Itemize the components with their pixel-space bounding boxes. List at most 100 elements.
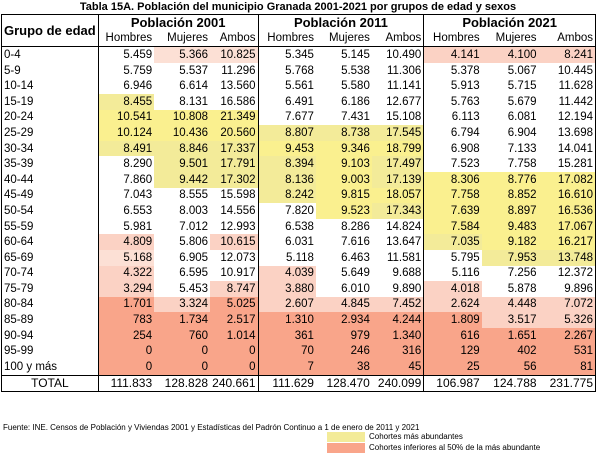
value-cell: 4.100 [481, 46, 539, 63]
value-cell: 9.688 [371, 265, 425, 282]
age-group-cell: 70-74 [1, 265, 99, 282]
group-header-2011: Población 2011 [258, 13, 425, 31]
value-cell: 7.452 [371, 296, 425, 313]
value-cell: 6.186 [341, 95, 370, 108]
value-cell: 7.820 [285, 204, 314, 217]
value-cell: 7.639 [423, 203, 482, 219]
value-cell: 3.880 [258, 281, 316, 297]
column-header-hombres: Hombres [98, 30, 155, 48]
total-value-cell: 111.833 [98, 374, 155, 393]
value-cell: 11.141 [371, 78, 425, 94]
value-cell: 6.113 [451, 111, 480, 124]
value-cell: 5.116 [451, 267, 480, 280]
value-cell: 402 [481, 343, 539, 360]
value-cell: 5.326 [538, 312, 596, 328]
value-cell: 8.394 [258, 156, 316, 172]
value-cell: 6.905 [179, 251, 209, 264]
value-cell: 17.497 [371, 156, 425, 172]
age-group-cell: 0-4 [1, 46, 99, 63]
value-cell: 5.878 [507, 282, 537, 295]
value-cell: 8.306 [423, 171, 482, 188]
column-header-ambos: Ambos [538, 30, 596, 48]
value-cell: 15.108 [371, 109, 425, 126]
group-header-2021: Población 2021 [423, 13, 596, 31]
table-row: 85-89 783 1.734 2.517 1.310 2.934 4.244 1.809 3.… [1, 312, 596, 328]
value-cell: 9.003 [315, 171, 372, 188]
age-group-cell: 100 y más [1, 359, 99, 376]
age-group-cell: 65-69 [1, 249, 99, 266]
value-cell: 17.343 [371, 203, 425, 219]
value-cell: 8.738 [315, 125, 372, 141]
value-cell: 7.953 [481, 249, 539, 266]
value-cell: 6.614 [179, 80, 209, 93]
value-cell: 5.538 [341, 64, 370, 77]
value-cell: 5.366 [154, 46, 211, 63]
table-row: 20-24 10.541 10.808 21.349 7.677 7.431 15.108 6… [1, 109, 596, 126]
total-label: TOTAL [1, 374, 99, 393]
value-cell: 13.560 [210, 78, 259, 94]
value-cell: 56 [481, 359, 539, 376]
table-row: 55-59 5.981 7.012 12.993 6.538 8.286 14.824 7.5… [1, 218, 596, 235]
value-cell: 7.072 [538, 296, 596, 313]
value-cell: 8.846 [154, 140, 211, 157]
age-group-cell: 90-94 [1, 327, 99, 344]
value-cell: 81 [538, 359, 596, 376]
table-row: 65-69 5.168 6.905 12.073 5.118 6.463 11.581 5.7… [1, 249, 596, 266]
value-cell: 5.806 [179, 236, 209, 249]
table-row: 30-34 8.491 8.846 17.337 9.453 9.346 18.799 6.9… [1, 140, 596, 157]
value-cell: 0 [98, 359, 155, 376]
value-cell: 9.523 [315, 203, 372, 219]
value-cell: 0 [154, 343, 211, 360]
value-cell: 7.012 [179, 220, 209, 233]
total-value-cell: 240.661 [210, 374, 259, 393]
value-cell: 5.981 [123, 220, 153, 233]
value-cell: 6.538 [285, 220, 314, 233]
value-cell: 7.043 [123, 189, 153, 202]
value-cell: 7.616 [341, 236, 370, 249]
value-cell: 7.035 [423, 234, 482, 250]
value-cell: 8.897 [481, 203, 539, 219]
value-cell: 16.536 [538, 203, 596, 219]
table-row: 45-49 7.043 8.555 15.598 8.242 9.815 18.057 7.7… [1, 187, 596, 204]
age-group-cell: 60-64 [1, 234, 99, 250]
value-cell: 3.517 [481, 312, 539, 328]
value-cell: 2.624 [423, 296, 482, 313]
value-cell: 9.346 [315, 140, 372, 157]
value-cell: 254 [98, 327, 155, 344]
value-cell: 12.073 [210, 249, 259, 266]
value-cell: 11.628 [538, 78, 596, 94]
value-cell: 1.734 [154, 312, 211, 328]
legend-item-abundant: Cohortes más abundantes [327, 432, 587, 442]
value-cell: 7.431 [341, 111, 370, 124]
value-cell: 1.701 [98, 296, 155, 313]
value-cell: 1.340 [371, 327, 425, 344]
value-cell: 9.501 [154, 156, 211, 172]
value-cell: 11.306 [371, 62, 425, 79]
age-group-cell: 35-39 [1, 156, 99, 172]
value-cell: 6.794 [450, 126, 480, 139]
value-cell: 5.537 [179, 64, 209, 77]
value-cell: 5.345 [285, 48, 314, 61]
value-cell: 9.483 [481, 218, 539, 235]
table-row: 15-19 8.455 8.131 16.586 6.491 6.186 12.677 5.7… [1, 93, 596, 110]
value-cell: 6.553 [123, 204, 153, 217]
value-cell: 9.182 [481, 234, 539, 250]
value-cell: 8.003 [179, 204, 209, 217]
value-cell: 13.698 [538, 125, 596, 141]
value-cell: 12.194 [538, 109, 596, 126]
value-cell: 6.904 [507, 126, 537, 139]
age-group-cell: 10-14 [1, 78, 99, 94]
value-cell: 7.133 [507, 142, 537, 155]
value-cell: 12.372 [538, 265, 596, 282]
value-cell: 17.791 [210, 156, 259, 172]
value-cell: 2.934 [315, 312, 372, 328]
age-group-cell: 25-29 [1, 125, 99, 141]
value-cell: 8.286 [341, 220, 370, 233]
age-group-cell: 15-19 [1, 93, 99, 110]
value-cell: 4.809 [98, 234, 155, 250]
value-cell: 5.715 [507, 80, 537, 93]
value-cell: 531 [538, 343, 596, 360]
value-cell: 8.807 [258, 125, 316, 141]
age-group-cell: 5-9 [1, 62, 99, 79]
value-cell: 616 [423, 327, 482, 344]
